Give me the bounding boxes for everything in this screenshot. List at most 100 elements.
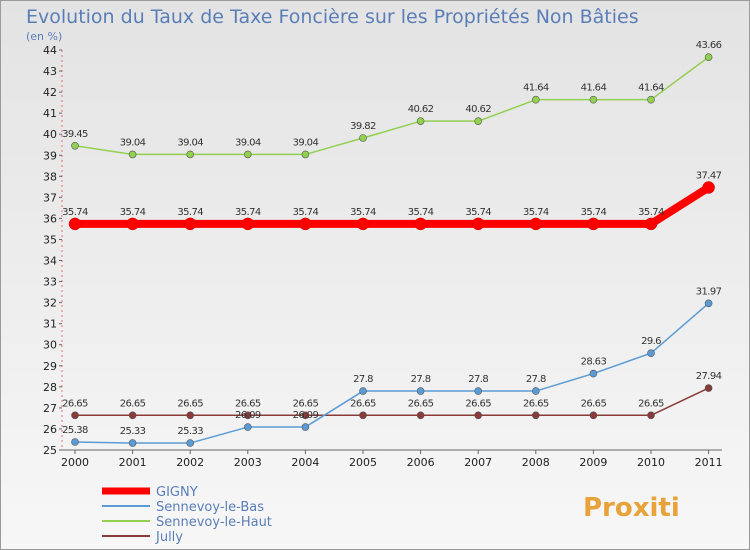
y-tick-label: 42 (43, 86, 57, 99)
series-line-jully (74, 387, 710, 417)
data-point (359, 134, 367, 142)
proxiti-logo: Proxiti (583, 493, 680, 523)
data-point (359, 387, 367, 395)
data-point (587, 217, 600, 231)
x-tick-label: 2011 (695, 456, 723, 469)
data-label: 27.94 (696, 371, 722, 382)
data-label: 27.8 (468, 374, 488, 385)
y-tick-label: 38 (43, 170, 57, 183)
y-tick-label: 28 (43, 381, 57, 394)
data-label: 35.74 (523, 207, 549, 218)
data-point (301, 411, 310, 420)
x-tick-label: 2003 (234, 456, 262, 469)
data-point (474, 387, 483, 395)
data-point (186, 439, 194, 447)
data-label: 41.64 (581, 83, 607, 94)
data-point (71, 141, 79, 150)
legend-label: Jully (155, 530, 183, 545)
x-tick-label: 2008 (522, 456, 550, 469)
data-label: 35.74 (465, 207, 491, 218)
data-label: 27.8 (353, 374, 373, 385)
data-point (471, 217, 485, 231)
data-label: 26.65 (408, 398, 434, 409)
legend-label: Sennevoy-le-Haut (156, 515, 272, 530)
data-label: 35.74 (235, 207, 261, 218)
y-axis-ticks: 25 26 27 28 29 30 31 32 33 34 35 36 37 38 39 40 41 42 43 44 (43, 44, 62, 457)
data-labels: 26.65 26.65 26.65 26.65 26.65 26.65 26.65 26.65… (62, 40, 722, 437)
data-label: 25.38 (62, 425, 88, 436)
legend-label: Sennevoy-le-Bas (156, 500, 264, 515)
data-label: 26.09 (235, 410, 261, 421)
series-line-sennevoy-le-haut (74, 56, 710, 156)
data-point (647, 95, 655, 104)
data-label: 26.65 (293, 398, 319, 409)
y-tick-label: 44 (43, 44, 57, 57)
data-point (244, 411, 252, 420)
data-label: 29.6 (641, 336, 661, 347)
data-label: 26.65 (350, 398, 376, 409)
data-point (474, 117, 483, 125)
data-label: 41.64 (638, 83, 664, 94)
series-line-gigny (71, 183, 713, 228)
data-label: 26.09 (293, 410, 319, 421)
data-label: 25.33 (120, 426, 146, 437)
chart-title: Evolution du Taux de Taxe Foncière sur l… (26, 6, 639, 28)
data-label: 26.65 (120, 398, 146, 409)
data-label: 26.65 (62, 398, 88, 409)
data-point (244, 423, 252, 431)
x-tick-label: 2002 (176, 456, 204, 469)
data-label: 37.47 (696, 170, 722, 181)
data-label: 27.8 (411, 374, 431, 385)
data-point (128, 439, 137, 447)
y-tick-label: 33 (43, 276, 57, 289)
data-label: 39.04 (120, 137, 146, 148)
data-point (589, 369, 598, 378)
data-label: 26.65 (177, 398, 203, 409)
data-label: 35.74 (408, 207, 434, 218)
data-label: 26.65 (581, 398, 607, 409)
x-tick-label: 2004 (291, 456, 319, 469)
data-point (416, 387, 425, 395)
data-point (299, 217, 312, 231)
data-point (301, 150, 310, 159)
data-label: 35.74 (638, 207, 664, 218)
x-tick-label: 2010 (637, 456, 665, 469)
y-tick-label: 40 (43, 128, 57, 141)
data-label: 43.66 (696, 40, 722, 51)
y-tick-label: 41 (43, 107, 57, 120)
data-point (71, 438, 79, 446)
data-point (128, 411, 137, 420)
data-point (186, 150, 194, 159)
y-tick-label: 25 (43, 444, 57, 457)
legend: GIGNYSennevoy-le-BasSennevoy-le-HautJull… (102, 485, 272, 545)
x-axis-ticks: 2000 2001 2002 2003 2004 2005 2006 2007 2008 2009… (61, 450, 723, 469)
data-label: 41.64 (523, 83, 549, 94)
data-label: 25.33 (177, 426, 203, 437)
data-label: 35.74 (177, 207, 203, 218)
data-point (531, 411, 540, 420)
data-point (704, 384, 713, 392)
data-label: 27.8 (526, 374, 546, 385)
data-label: 35.74 (293, 207, 319, 218)
x-tick-label: 2000 (61, 456, 89, 469)
data-label: 28.63 (581, 357, 607, 368)
data-point (647, 411, 655, 420)
y-tick-label: 29 (43, 360, 57, 373)
data-label: 39.04 (235, 137, 261, 148)
data-label: 26.65 (465, 398, 491, 409)
y-tick-label: 32 (43, 297, 57, 310)
y-tick-label: 26 (43, 423, 57, 436)
data-point (704, 299, 713, 308)
data-label: 26.65 (638, 398, 664, 409)
data-point (416, 117, 425, 125)
chart-subtitle: (en %) (26, 30, 62, 43)
data-label: 26.65 (523, 398, 549, 409)
x-tick-label: 2009 (579, 456, 607, 469)
legend-label: GIGNY (156, 485, 198, 500)
y-tick-label: 36 (43, 212, 57, 225)
data-point (71, 411, 79, 420)
data-point (529, 217, 543, 231)
x-tick-label: 2006 (407, 456, 435, 469)
data-point (647, 349, 655, 357)
